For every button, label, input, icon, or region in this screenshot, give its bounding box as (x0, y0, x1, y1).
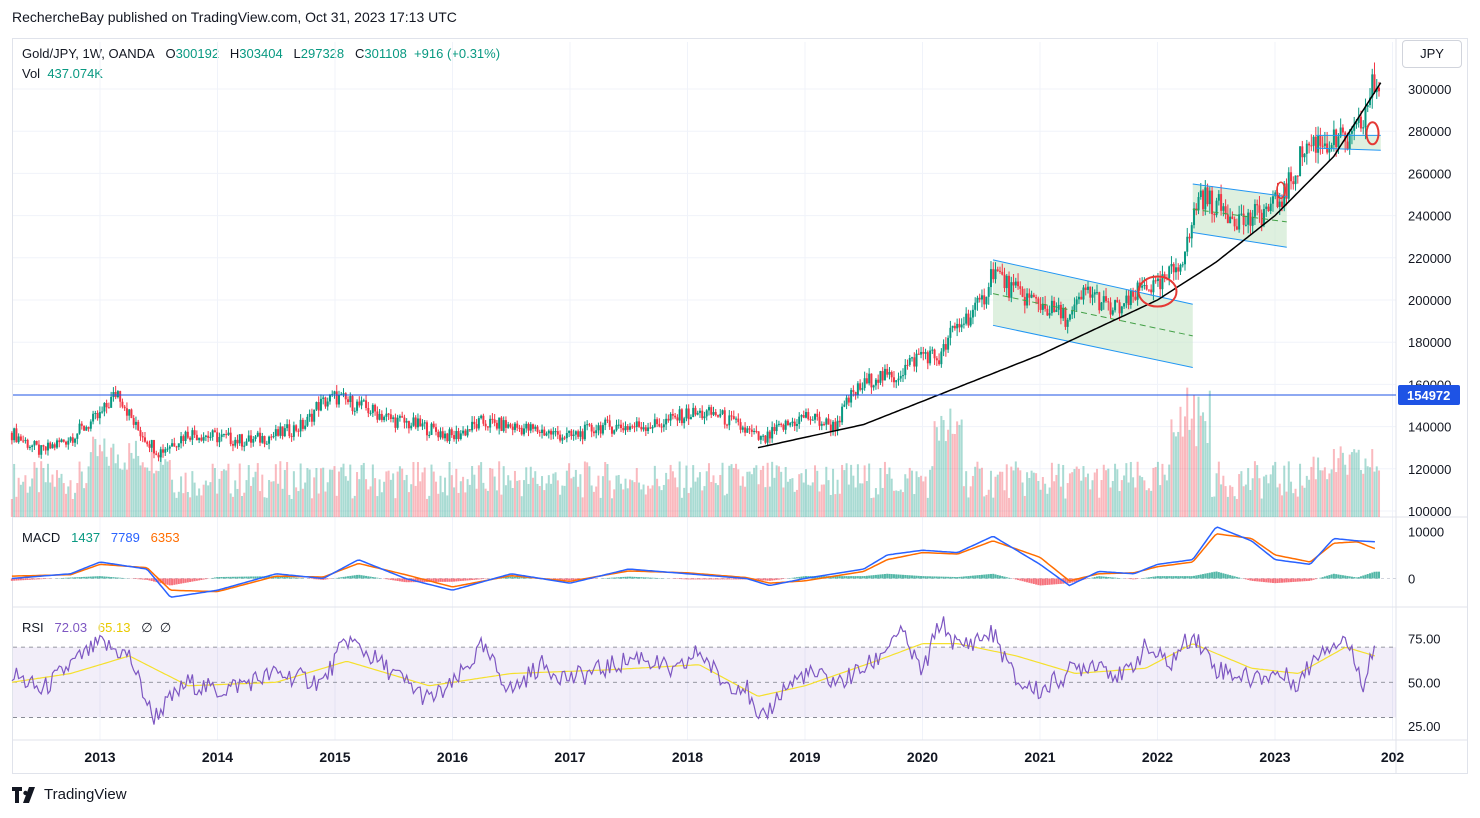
rsi-ma-value: 65.13 (97, 620, 131, 635)
macd-signal-value: 6353 (150, 530, 180, 545)
macd-line-value: 7789 (110, 530, 140, 545)
change-value: +916 (+0.31%) (414, 46, 501, 61)
symbol-label: Gold/JPY, 1W, OANDA (22, 46, 155, 61)
macd-legend: MACD 1437 7789 6353 (22, 530, 180, 545)
rsi-value: 72.03 (54, 620, 88, 635)
volume-value: 437.074K (47, 66, 103, 81)
low-value: 297328 (300, 46, 345, 61)
publisher-line: RechercheBay published on TradingView.co… (12, 9, 457, 25)
currency-button[interactable]: JPY (1402, 40, 1462, 68)
footer: TradingView (12, 786, 127, 803)
rsi-legend: RSI 72.03 65.13 ∅ ∅ (22, 620, 172, 635)
volume-legend: Vol 437.074K (22, 66, 103, 81)
high-value: 303404 (239, 46, 283, 61)
open-value: 300192 (175, 46, 220, 61)
tradingview-logo-icon (12, 786, 35, 803)
macd-hist-value: 1437 (71, 530, 101, 545)
main-legend: Gold/JPY, 1W, OANDA O300192 H303404 L297… (22, 46, 501, 61)
footer-brand: TradingView (44, 786, 127, 803)
close-value: 301108 (364, 46, 407, 61)
chart-frame (12, 38, 1468, 774)
